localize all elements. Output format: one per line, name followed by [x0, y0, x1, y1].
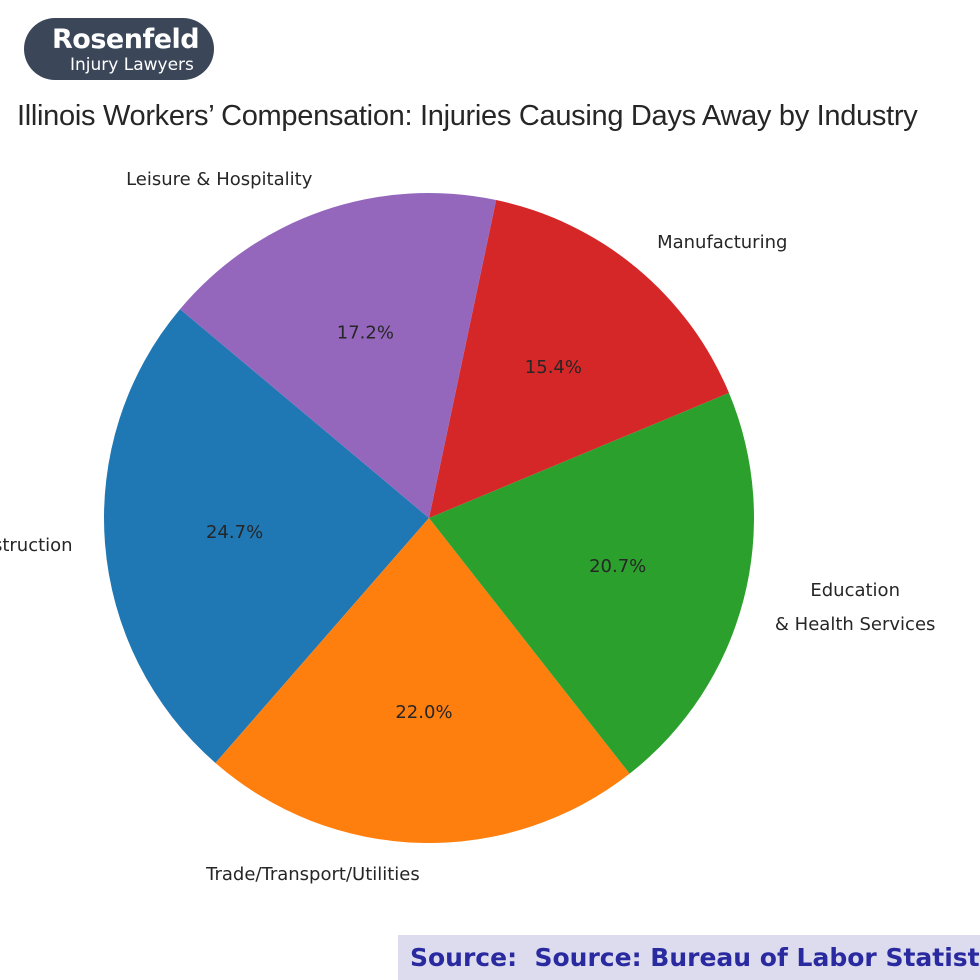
value-label: 22.0% — [395, 702, 452, 723]
category-label: Construction — [0, 534, 73, 556]
category-label: Education & Health Services — [774, 580, 936, 636]
category-label: Manufacturing — [657, 231, 788, 253]
chart-title: Illinois Workers’ Compensation: Injuries… — [17, 100, 918, 132]
pie-slice — [429, 392, 754, 774]
pie-slice — [429, 200, 729, 518]
value-label: 24.7% — [206, 522, 263, 543]
category-label: Trade/Transport/Utilities — [206, 864, 420, 886]
pie-slice — [180, 193, 497, 518]
source: Source: Source: Bureau of Labor Statisti… — [398, 935, 980, 980]
logo-tagline: Injury Lawyers — [70, 55, 194, 75]
logo: Rosenfeld Injury Lawyers — [24, 18, 214, 80]
logo-name: Rosenfeld — [52, 24, 200, 55]
category-label: Leisure & Hospitality — [126, 169, 313, 191]
value-label: 15.4% — [525, 357, 582, 378]
pie-slice — [215, 518, 630, 843]
value-label: 20.7% — [589, 556, 646, 577]
value-label: 17.2% — [337, 323, 394, 344]
pie-slice — [103, 309, 430, 763]
